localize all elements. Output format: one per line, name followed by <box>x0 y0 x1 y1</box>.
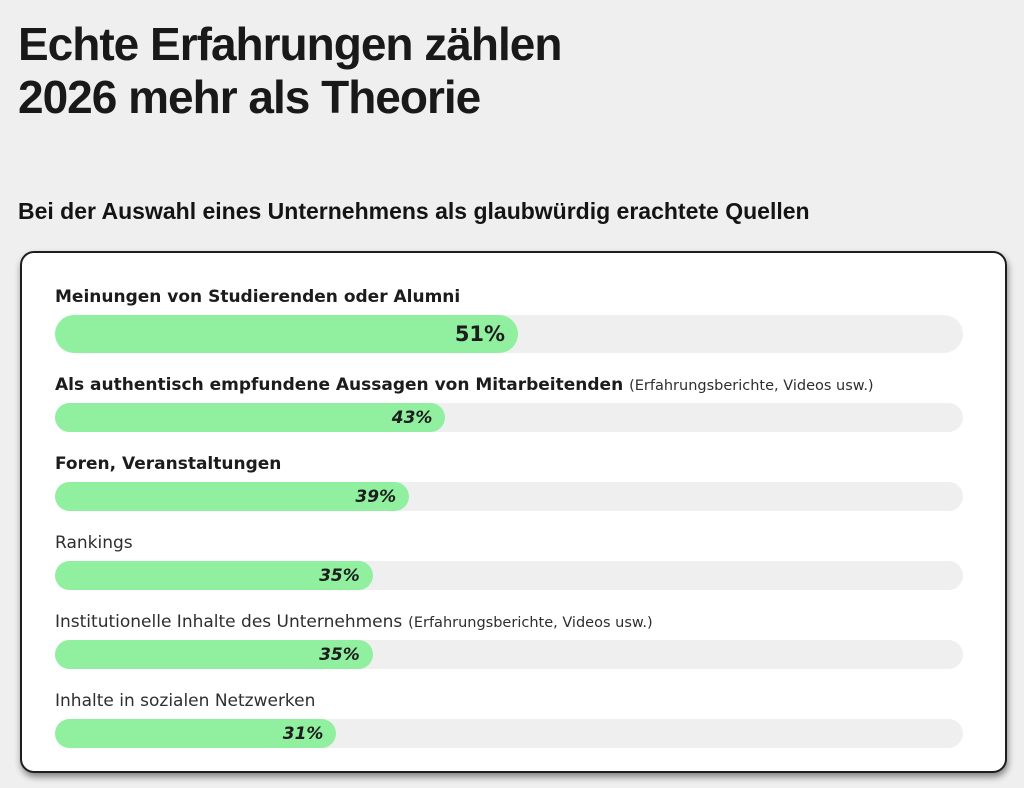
bar-fill: 39% <box>55 482 410 511</box>
bar-track: 39% <box>55 482 963 511</box>
page-title-line2: 2026 mehr als Theorie <box>18 71 481 124</box>
bar-value-label: 43% <box>391 407 433 428</box>
bar-value-label: 35% <box>319 565 360 586</box>
bar-value-label: 35% <box>319 644 360 665</box>
chart-card: Meinungen von Studierenden oder Alumni 5… <box>20 251 1007 773</box>
bar-row: Foren, Veranstaltungen 39% <box>55 454 963 511</box>
bar-label: Institutionelle Inhalte des Unternehmens… <box>55 612 963 632</box>
bar-track: 35% <box>55 561 963 590</box>
bar-track: 31% <box>55 719 963 748</box>
bar-label: Als authentisch empfundene Aussagen von … <box>55 375 963 395</box>
bar-row: Inhalte in sozialen Netzwerken 31% <box>55 691 963 748</box>
bar-fill: 35% <box>55 640 373 669</box>
bar-fill: 51% <box>55 315 519 353</box>
bar-label-text: Als authentisch empfundene Aussagen von … <box>55 375 624 395</box>
bar-label: Foren, Veranstaltungen <box>55 454 963 474</box>
bar-fill: 35% <box>55 561 373 590</box>
bar-label: Inhalte in sozialen Netzwerken <box>55 691 963 711</box>
bar-value-label: 31% <box>282 723 324 744</box>
bar-fill: 43% <box>55 403 446 432</box>
bar-row: Rankings 35% <box>55 533 963 590</box>
page-subtitle: Bei der Auswahl eines Unternehmens als g… <box>18 198 810 224</box>
bar-fill: 31% <box>55 719 337 748</box>
bar-track: 35% <box>55 640 963 669</box>
bar-label: Rankings <box>55 533 963 553</box>
bar-row: Meinungen von Studierenden oder Alumni 5… <box>55 287 963 353</box>
bar-label-note: (Erfahrungsberichte, Videos usw.) <box>629 378 874 394</box>
bar-label-note: (Erfahrungsberichte, Videos usw.) <box>408 615 653 631</box>
bar-label-text: Inhalte in sozialen Netzwerken <box>55 691 316 711</box>
bar-label: Meinungen von Studierenden oder Alumni <box>55 287 963 307</box>
bar-label-text: Rankings <box>55 533 133 553</box>
bar-value-label: 51% <box>454 322 506 346</box>
bar-label-text: Institutionelle Inhalte des Unternehmens <box>55 612 403 632</box>
bar-track: 51% <box>55 315 963 353</box>
bar-track: 43% <box>55 403 963 432</box>
bar-label-text: Meinungen von Studierenden oder Alumni <box>55 287 461 307</box>
bar-value-label: 39% <box>355 486 397 507</box>
page-header: Echte Erfahrungen zählen 2026 mehr als T… <box>18 18 978 125</box>
page-title-line1: Echte Erfahrungen zählen <box>18 18 562 70</box>
bar-chart: Meinungen von Studierenden oder Alumni 5… <box>55 287 963 748</box>
bar-row: Institutionelle Inhalte des Unternehmens… <box>55 612 963 669</box>
page-title: Echte Erfahrungen zählen 2026 mehr als T… <box>18 18 978 125</box>
bar-row: Als authentisch empfundene Aussagen von … <box>55 375 963 432</box>
bar-label-text: Foren, Veranstaltungen <box>55 454 282 474</box>
